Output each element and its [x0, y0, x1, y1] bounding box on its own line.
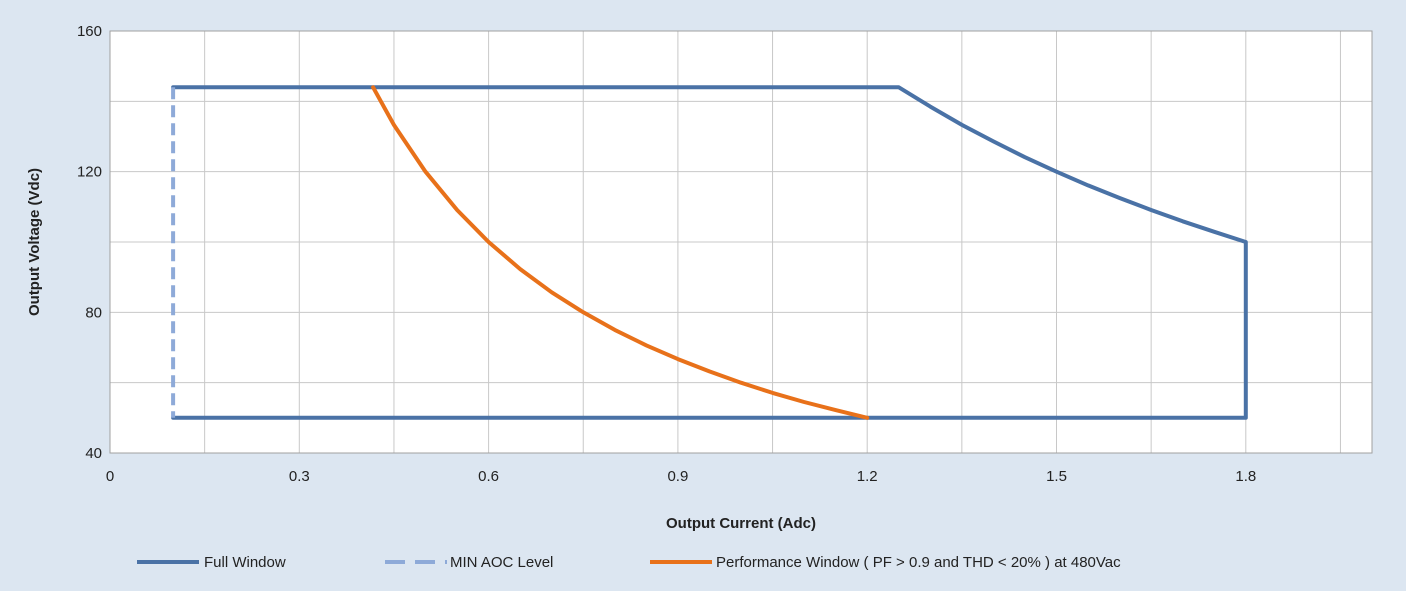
x-tick-label: 1.2 — [857, 468, 878, 485]
y-tick-label: 160 — [77, 23, 102, 40]
ticks-layer: 0 0.3 0.6 0.9 1.2 1.5 1.8 40 80 120 160 — [77, 23, 1256, 485]
x-tick-label: 0.3 — [289, 468, 310, 485]
x-axis-title: Output Current (Adc) — [666, 515, 816, 532]
legend-label-3: Performance Window ( PF > 0.9 and THD < … — [716, 554, 1121, 571]
series-line-3 — [371, 85, 870, 420]
x-tick-label: 1.8 — [1235, 468, 1256, 485]
plot-border — [109, 30, 1373, 454]
series-line-1 — [171, 85, 1248, 420]
legend-label-2: MIN AOC Level — [450, 554, 553, 571]
series-layer — [171, 85, 1248, 420]
grid-layer — [110, 31, 1372, 453]
y-tick-label: 120 — [77, 164, 102, 181]
x-tick-label: 0.9 — [667, 468, 688, 485]
x-tick-label: 0.6 — [478, 468, 499, 485]
y-tick-label: 40 — [85, 445, 102, 462]
legend-label-1: Full Window — [204, 554, 286, 571]
legend: Full Window MIN AOC Level Performance Wind… — [137, 554, 1121, 571]
y-axis-title: Output Voltage (Vdc) — [26, 168, 43, 316]
x-tick-label: 0 — [106, 468, 114, 485]
x-tick-label: 1.5 — [1046, 468, 1067, 485]
y-tick-label: 80 — [85, 304, 102, 321]
